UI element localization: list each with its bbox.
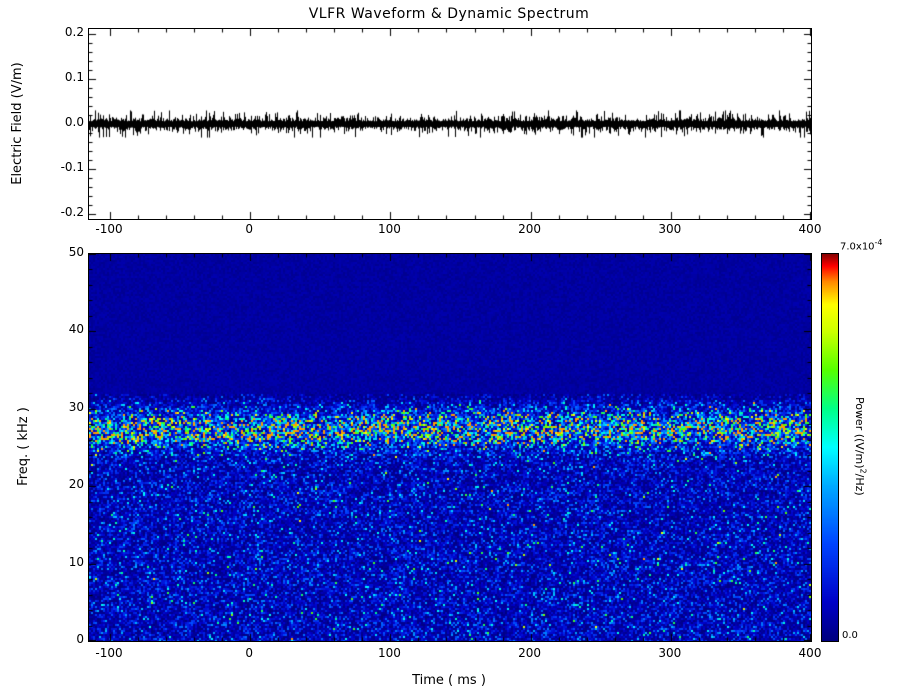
chart-title: VLFR Waveform & Dynamic Spectrum [308, 6, 590, 22]
waveform-x-tick-label: 400 [798, 222, 822, 236]
dynamic_spectrum-y-tick-label: 10 [68, 554, 84, 569]
colorbar-max-label-base: 7.0x10 [840, 241, 875, 253]
colorbar-max-label-exp: -4 [874, 238, 883, 247]
colorbar-axis-label-post: /Hz) [852, 473, 866, 496]
colorbar [821, 253, 839, 642]
colorbar-axis-label-text: Power ((V/m)2/Hz) [853, 397, 868, 496]
waveform-y-axis-label-text: Electric Field (V/m) [9, 61, 25, 185]
waveform-y-tick-label: -0.2 [60, 205, 84, 220]
time-axis-label: Time ( ms ) [412, 673, 486, 688]
spectrogram-y-axis-label: Freq. ( kHz ) [12, 253, 34, 640]
colorbar-axis-label: Power ((V/m)2/Hz) [848, 253, 872, 640]
dynamic_spectrum-y-tick-label: 0 [76, 632, 84, 646]
dynamic_spectrum-x-tick-label: 100 [377, 646, 401, 660]
dynamic_spectrum-x-tick-label: 300 [658, 646, 682, 660]
waveform-panel [88, 28, 812, 220]
waveform-y-tick-label: -0.1 [60, 160, 84, 175]
dynamic_spectrum-x-tick-label: -100 [95, 646, 123, 660]
spectrogram-y-axis-label-text: Freq. ( kHz ) [15, 407, 31, 486]
dynamic_spectrum-y-tick-label: 20 [68, 477, 84, 492]
waveform-x-tick-label: 0 [245, 222, 254, 236]
waveform-x-tick-label: 100 [377, 222, 401, 236]
dynamic_spectrum-x-tick-label: 200 [518, 646, 542, 660]
dynamic_spectrum-x-tick-label: 400 [798, 646, 822, 660]
waveform-x-tick-label: 200 [518, 222, 542, 236]
waveform-y-tick-label: 0.2 [64, 24, 84, 39]
dynamic_spectrum-y-tick-label: 40 [68, 322, 84, 337]
waveform-y-axis-label: Electric Field (V/m) [6, 28, 28, 218]
colorbar-min-label: 0.0 [842, 630, 858, 641]
waveform-x-tick-label: 300 [658, 222, 682, 236]
dynamic_spectrum-y-tick-label: 30 [68, 399, 84, 414]
dynamic_spectrum-y-tick-label: 50 [68, 245, 84, 259]
waveform-x-tick-label: -100 [95, 222, 123, 236]
waveform-y-tick-label: 0.0 [64, 115, 84, 129]
waveform-y-tick-label: 0.1 [64, 69, 84, 84]
waveform-canvas [89, 29, 811, 219]
spectrogram-panel [88, 253, 812, 642]
colorbar-axis-label-pre: Power ((V/m) [852, 397, 866, 469]
spectrogram-canvas [89, 254, 811, 641]
colorbar-max-label: 7.0x10-4 [840, 238, 883, 252]
colorbar-canvas [822, 254, 838, 641]
dynamic_spectrum-x-tick-label: 0 [245, 646, 254, 660]
